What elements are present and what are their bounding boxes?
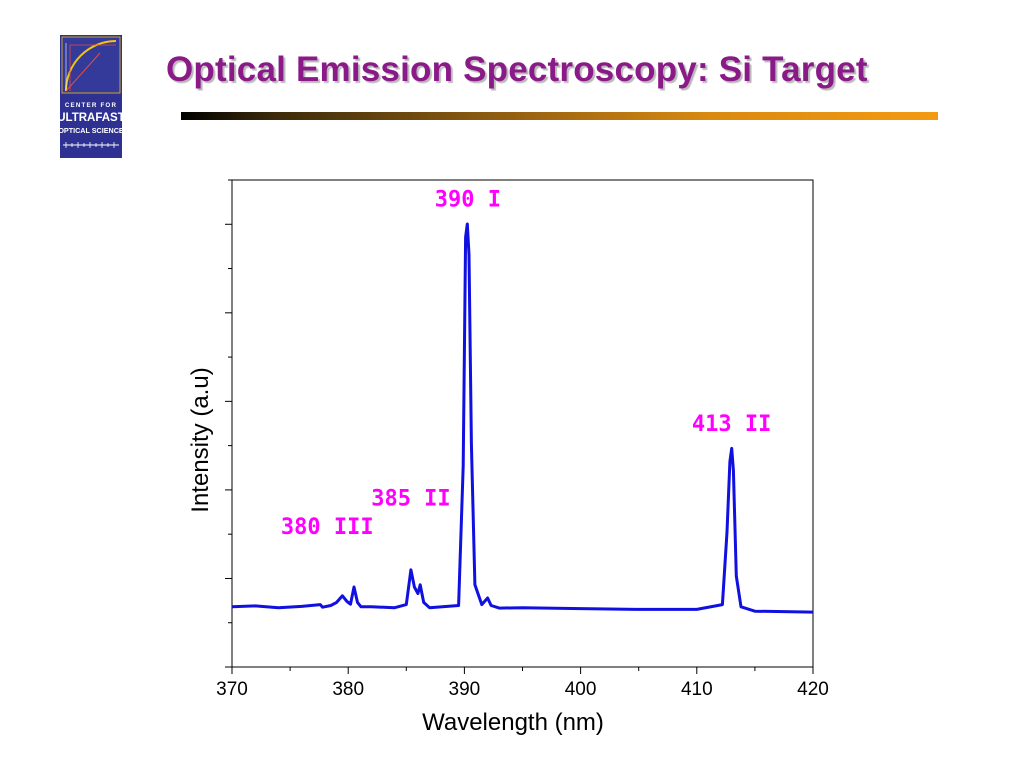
title-gradient-rule: [181, 112, 938, 120]
x-axis-label: Wavelength (nm): [422, 709, 604, 736]
y-axis-label: Intensity (a.u): [187, 367, 214, 512]
x-tick-label: 390: [449, 679, 481, 700]
peak-annotation-label: 413 II: [692, 412, 771, 437]
x-tick-label: 380: [332, 679, 364, 700]
peak-annotation-label: 385 II: [371, 487, 450, 512]
slide-title: Optical Emission Spectroscopy: Si Target: [166, 50, 868, 89]
spectrum-series-line: [231, 222, 814, 614]
axis-ticks: [225, 179, 814, 674]
peak-annotation-label: 390 I: [435, 187, 501, 212]
x-tick-label: 370: [216, 679, 248, 700]
peak-annotation-label: 380 III: [281, 515, 374, 540]
x-tick-label: 420: [797, 679, 829, 700]
svg-text:OPTICAL SCIENCE: OPTICAL SCIENCE: [60, 126, 122, 135]
svg-text:CENTER FOR: CENTER FOR: [65, 102, 117, 109]
peak-annotations: 390 I 413 II 385 II 380 III: [281, 187, 771, 540]
x-tick-label: 410: [681, 679, 713, 700]
x-tick-labels: 370 380 390 400 410 420: [216, 679, 829, 700]
svg-text:ULTRAFAST: ULTRAFAST: [60, 112, 122, 124]
x-tick-label: 400: [565, 679, 597, 700]
center-for-ultrafast-optical-science-logo: CENTER FOR ULTRAFAST OPTICAL SCIENCE: [57, 35, 125, 158]
